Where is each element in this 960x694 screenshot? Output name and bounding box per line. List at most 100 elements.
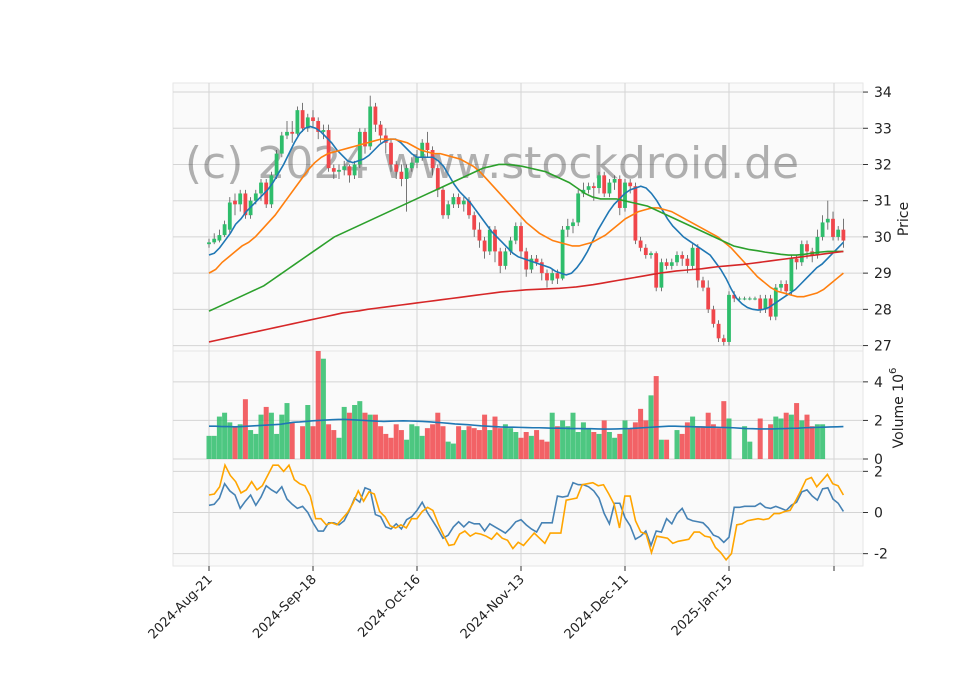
candle-body bbox=[253, 193, 258, 201]
candle-body bbox=[571, 222, 575, 227]
watermark: (c) 2024 www.stockdroid.de bbox=[185, 138, 799, 189]
candle-body bbox=[493, 229, 497, 252]
volume-bar bbox=[580, 422, 586, 459]
volume-tick-label: 2 bbox=[874, 413, 883, 429]
moving-average-line bbox=[208, 163, 844, 312]
candle-body bbox=[836, 229, 841, 237]
candle-body bbox=[805, 244, 809, 252]
candle-body bbox=[602, 175, 607, 194]
candle-body bbox=[467, 200, 471, 216]
volume-bar bbox=[664, 439, 670, 459]
volume-bar bbox=[513, 432, 519, 459]
candle-body bbox=[643, 247, 648, 256]
volume-bar bbox=[476, 430, 482, 459]
price-tick-label: 29 bbox=[874, 266, 892, 282]
volume-bar bbox=[492, 416, 498, 459]
candle-body bbox=[212, 238, 217, 243]
candle-body bbox=[290, 131, 295, 134]
candle-body bbox=[550, 273, 555, 281]
candle-body bbox=[446, 204, 451, 216]
volume-bar bbox=[450, 443, 456, 459]
volume-bars bbox=[206, 351, 826, 459]
candle-body bbox=[649, 253, 653, 256]
candle-body bbox=[711, 309, 716, 324]
candle-body bbox=[394, 164, 399, 172]
volume-bar bbox=[263, 406, 269, 459]
candle-body bbox=[524, 251, 529, 270]
volume-bar bbox=[310, 426, 316, 459]
volume-bar bbox=[279, 414, 285, 459]
volume-bar bbox=[424, 428, 430, 459]
volume-bar bbox=[258, 414, 264, 459]
candle-body bbox=[311, 117, 315, 122]
volume-bar bbox=[346, 412, 352, 459]
candle-body bbox=[368, 106, 373, 147]
candle-body bbox=[456, 197, 461, 205]
volume-tick-label: 4 bbox=[874, 375, 883, 391]
moving-average-line bbox=[208, 250, 844, 343]
volume-bar bbox=[773, 416, 779, 459]
volume-bar bbox=[430, 424, 436, 459]
volume-bar bbox=[237, 424, 243, 459]
volume-bar bbox=[814, 424, 820, 459]
candle-body bbox=[617, 178, 622, 208]
candle-body bbox=[461, 200, 466, 205]
volume-bar bbox=[747, 441, 753, 459]
date-tick-label: 2024-Aug-21 bbox=[146, 572, 216, 642]
candle-body bbox=[841, 229, 846, 241]
candle-body bbox=[430, 150, 435, 169]
candle-body bbox=[680, 255, 685, 259]
candle-body bbox=[737, 298, 742, 300]
volume-bar bbox=[362, 412, 368, 459]
candle-body bbox=[513, 226, 518, 241]
candle-body bbox=[357, 131, 362, 165]
volume-bar bbox=[305, 405, 311, 459]
price-tick-label: 28 bbox=[874, 302, 892, 318]
volume-bar bbox=[627, 428, 633, 459]
candle-body bbox=[695, 247, 700, 281]
candle-body bbox=[597, 175, 601, 189]
volume-bar bbox=[684, 422, 690, 459]
candle-body bbox=[295, 110, 300, 134]
candle-body bbox=[399, 171, 404, 179]
price-tick-label: 33 bbox=[874, 121, 892, 137]
volume-bar bbox=[778, 418, 784, 459]
volume-bar bbox=[461, 430, 467, 459]
volume-bar bbox=[658, 439, 664, 459]
candle-body bbox=[716, 323, 721, 339]
volume-bar bbox=[445, 441, 451, 459]
candle-body bbox=[389, 142, 393, 165]
candle-body bbox=[519, 226, 523, 252]
volume-bar bbox=[248, 430, 254, 459]
candle-body bbox=[685, 258, 690, 266]
candle-body bbox=[264, 182, 269, 205]
volume-bar bbox=[497, 428, 503, 459]
price-tick-label: 31 bbox=[874, 194, 892, 210]
volume-bar bbox=[643, 420, 649, 459]
volume-bar bbox=[596, 433, 602, 459]
volume-bar bbox=[809, 426, 815, 459]
candle-body bbox=[565, 226, 570, 230]
volume-bar bbox=[544, 441, 550, 459]
candle-body bbox=[285, 131, 289, 136]
candle-body bbox=[758, 298, 763, 310]
candle-body bbox=[534, 258, 539, 263]
candle-body bbox=[222, 224, 227, 236]
candle-body bbox=[654, 253, 659, 288]
volume-bar bbox=[216, 416, 222, 459]
candle-body bbox=[747, 298, 752, 300]
volume-bar bbox=[622, 420, 628, 459]
candle-body bbox=[623, 182, 627, 208]
candle-body bbox=[664, 262, 669, 266]
candle-body bbox=[701, 280, 705, 288]
candle-body bbox=[545, 273, 549, 281]
indicator-lines bbox=[208, 462, 845, 562]
candle-body bbox=[763, 298, 768, 310]
candle-body bbox=[768, 298, 773, 317]
candle-body bbox=[279, 135, 284, 154]
candle-body bbox=[815, 236, 820, 256]
candle-body bbox=[472, 215, 477, 230]
volume-bar bbox=[253, 433, 259, 459]
